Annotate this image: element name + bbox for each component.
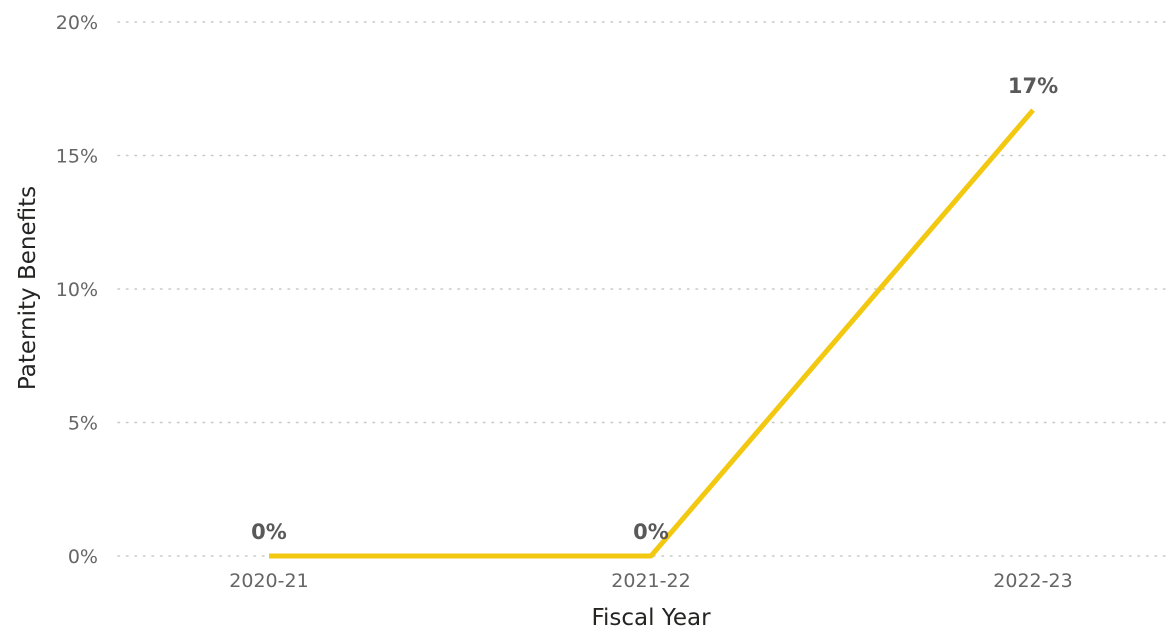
y-axis-tick-labels: 0% 5% 10% 15% 20% <box>56 12 98 568</box>
x-axis-tick-labels: 2020-21 2021-22 2022-23 <box>229 570 1072 592</box>
series-lines <box>268 108 1035 559</box>
x-tick-label: 2021-22 <box>611 570 690 592</box>
data-label: 0% <box>251 520 287 544</box>
data-labels: 0% 0% 17% <box>251 74 1058 544</box>
y-tick-label: 15% <box>56 146 98 168</box>
data-label: 0% <box>633 520 669 544</box>
y-axis-title: Paternity Benefits <box>15 186 41 390</box>
data-label: 17% <box>1008 74 1058 98</box>
gridlines <box>117 21 1166 557</box>
y-tick-label: 5% <box>68 413 98 435</box>
y-tick-label: 10% <box>56 279 98 301</box>
y-tick-label: 0% <box>68 546 98 568</box>
y-tick-label: 20% <box>56 12 98 34</box>
series-line <box>269 108 1035 559</box>
x-axis-title: Fiscal Year <box>591 605 711 631</box>
x-tick-label: 2020-21 <box>229 570 308 592</box>
x-tick-label: 2022-23 <box>993 570 1072 592</box>
